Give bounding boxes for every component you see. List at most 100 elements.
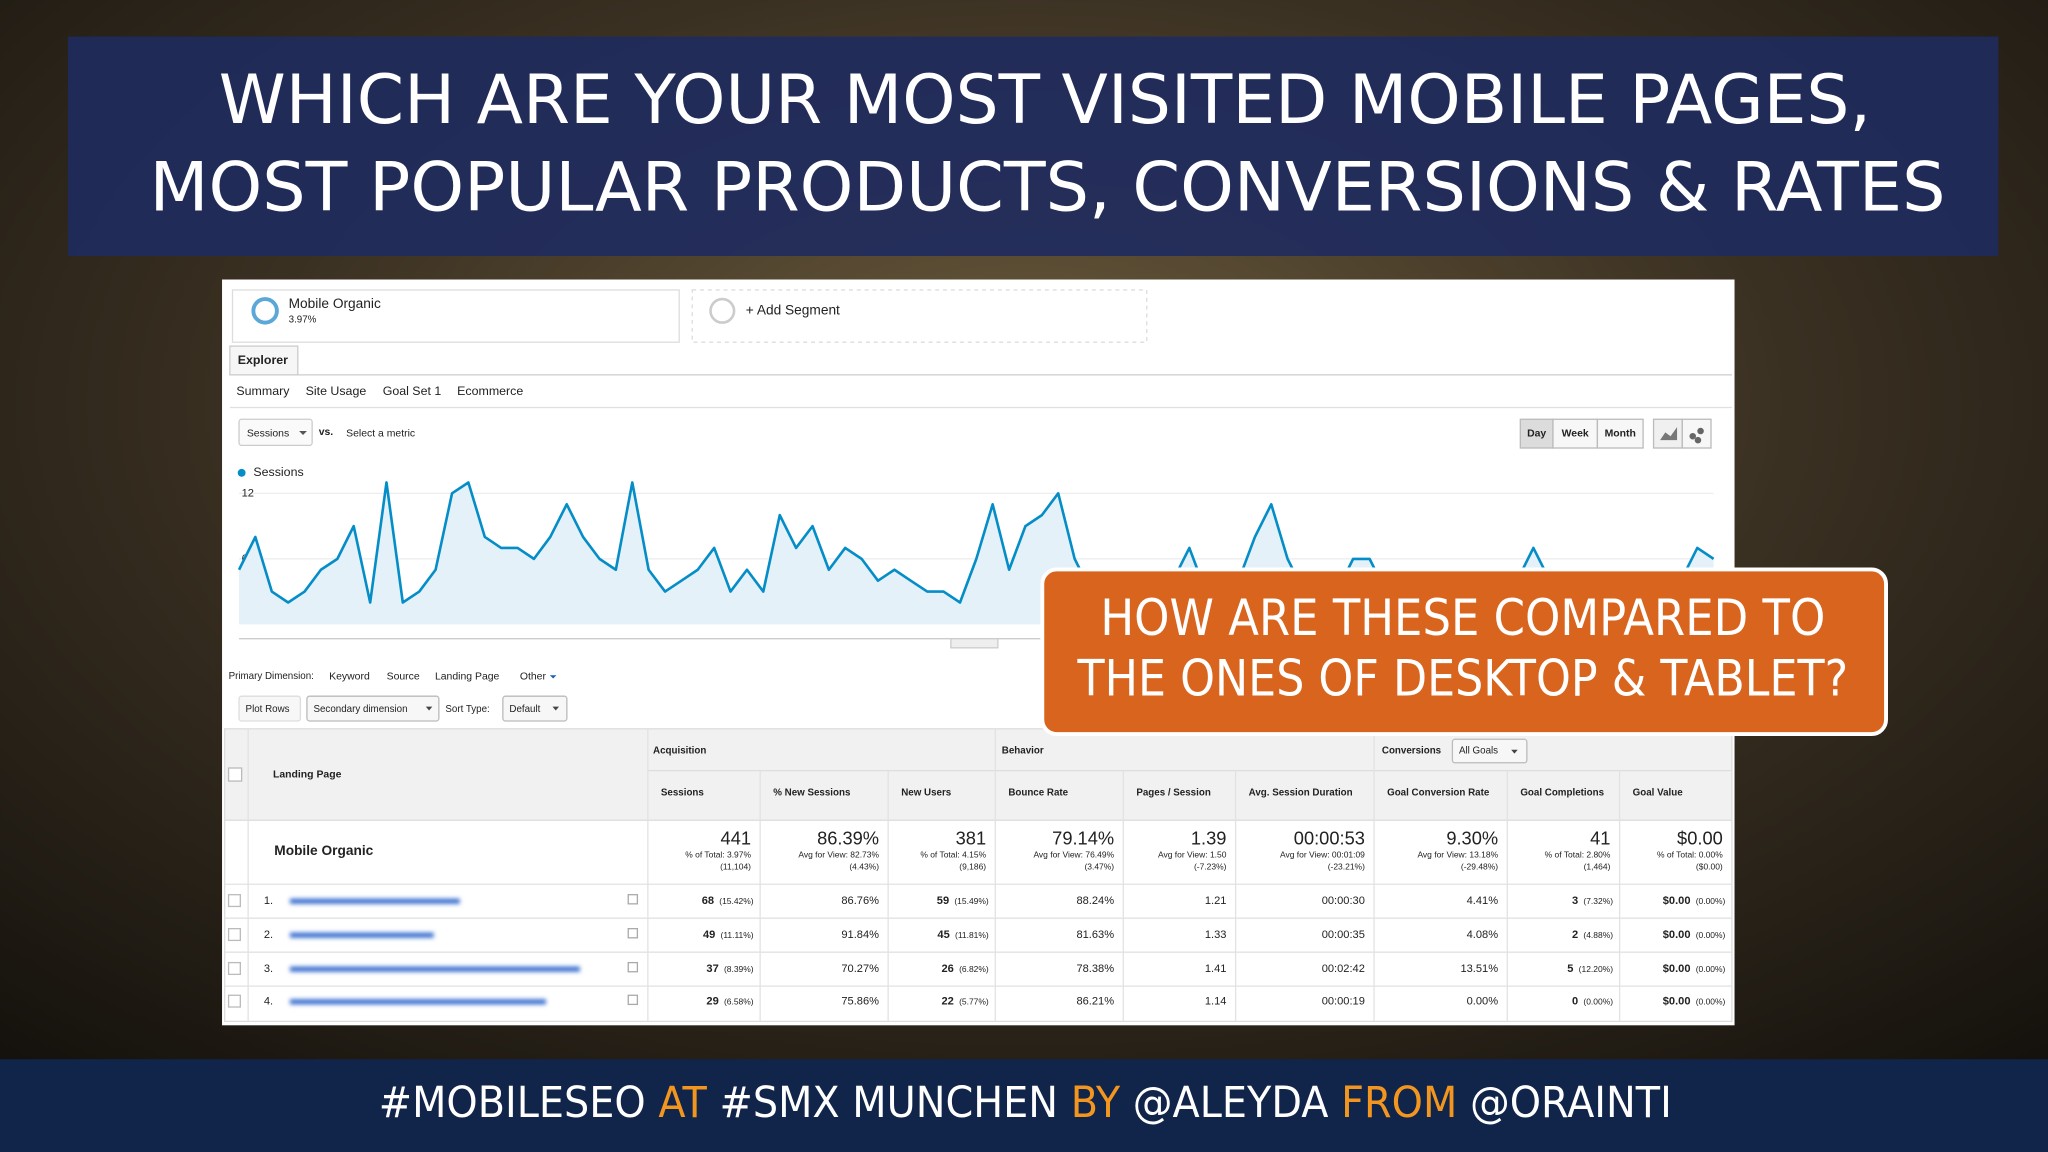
total-note: (9,186) <box>959 861 986 871</box>
add-segment[interactable]: + Add Segment <box>746 302 840 317</box>
total-label: Mobile Organic <box>274 843 373 858</box>
segment-name: Mobile Organic <box>289 296 381 311</box>
row-index: 3. <box>264 963 273 975</box>
cell-value: 0 <box>1572 996 1578 1008</box>
blurred-link[interactable] <box>289 932 434 938</box>
period-button-box <box>1519 418 1554 449</box>
add-segment-icon <box>709 297 736 324</box>
link-icon <box>627 961 639 973</box>
period-button[interactable]: Day <box>1527 428 1546 439</box>
checkbox <box>227 961 241 976</box>
y-tick-label: 12 <box>242 487 254 499</box>
cell-value: 78.38% <box>1076 963 1114 975</box>
subtab[interactable]: Summary <box>236 384 290 398</box>
total-value: 1.39 <box>1191 828 1227 849</box>
row-index: 1. <box>264 895 273 907</box>
cell-value: 70.27% <box>841 963 879 975</box>
link-icon <box>627 928 639 939</box>
cell-value: 29 <box>706 996 718 1008</box>
column-header[interactable]: Pages / Session <box>1136 787 1211 798</box>
column-header[interactable]: Goal Value <box>1633 787 1684 798</box>
period-button-box <box>1596 418 1644 449</box>
footer-part: AT <box>658 1077 707 1127</box>
cell-value: 86.76% <box>841 895 879 907</box>
blurred-link[interactable] <box>289 966 580 972</box>
total-value: 41 <box>1590 828 1610 849</box>
cell-value: 4.08% <box>1467 929 1499 941</box>
cell-share: (0.00%) <box>1696 997 1726 1007</box>
footer-part: BY <box>1071 1077 1121 1127</box>
column-header[interactable]: New Users <box>901 787 952 798</box>
title-line: MOST POPULAR PRODUCTS, CONVERSIONS & RAT… <box>150 149 1946 228</box>
footer-part: #MOBILESEO <box>379 1077 646 1127</box>
total-note: (11,104) <box>720 861 751 871</box>
cell-value: 2 <box>1572 929 1578 941</box>
dropdown-arrow <box>1511 749 1518 754</box>
column-header[interactable]: Avg. Session Duration <box>1249 787 1353 798</box>
footer-part: FROM <box>1341 1077 1457 1127</box>
column-header[interactable]: Goal Completions <box>1520 787 1604 798</box>
cell-share: (11.81%) <box>955 930 989 940</box>
checkbox <box>227 994 241 1008</box>
chart-type-button <box>1652 418 1683 449</box>
cell-value: 37 <box>706 963 718 975</box>
subtab[interactable]: Site Usage <box>306 384 367 398</box>
cell-value: 1.21 <box>1205 895 1227 907</box>
metric-select[interactable]: Sessions <box>247 428 289 439</box>
cell-share: (0.00%) <box>1696 930 1726 940</box>
cell-value: 1.41 <box>1205 963 1227 975</box>
cell-share: (15.49%) <box>954 896 989 906</box>
group-label: Conversions <box>1382 746 1442 757</box>
cell-value: 45 <box>937 929 949 941</box>
cell-value: 91.84% <box>841 929 879 941</box>
column-header[interactable]: % New Sessions <box>773 787 851 798</box>
total-note: % of Total: 0.00% <box>1657 850 1723 860</box>
goals-select[interactable]: All Goals <box>1459 746 1498 757</box>
footer-part: #SMX MUNCHEN <box>719 1077 1058 1127</box>
cell-value: $0.00 <box>1663 929 1691 941</box>
cell-value: $0.00 <box>1663 895 1691 907</box>
period-button[interactable]: Month <box>1605 428 1636 439</box>
legend-label: Sessions <box>253 465 303 479</box>
dimension-option[interactable]: Keyword <box>329 671 370 682</box>
group-label: Acquisition <box>653 746 706 757</box>
cell-value: 00:00:19 <box>1322 996 1365 1008</box>
cell-value: 13.51% <box>1460 963 1498 975</box>
cell-share: (15.42%) <box>719 896 754 906</box>
row-index: 2. <box>264 929 273 941</box>
column-header[interactable]: Goal Conversion Rate <box>1387 787 1490 798</box>
cell-share: (12.20%) <box>1579 964 1614 974</box>
callout-line: HOW ARE THESE COMPARED TO <box>1100 589 1825 647</box>
blurred-link[interactable] <box>289 898 460 904</box>
total-note: Avg for View: 00:01:09 <box>1280 850 1365 860</box>
secondary-dimension[interactable]: Secondary dimension <box>313 704 407 715</box>
chart-type-icon <box>1660 427 1678 441</box>
dimension-option[interactable]: Landing Page <box>435 671 500 682</box>
title-band <box>67 36 1999 257</box>
column-header[interactable]: Bounce Rate <box>1008 787 1068 798</box>
sort-label: Sort Type: <box>445 704 489 715</box>
chart-type-icon <box>1689 432 1696 440</box>
cell-value: 1.33 <box>1205 929 1227 941</box>
total-value: 441 <box>721 828 751 849</box>
column-header[interactable]: Sessions <box>661 787 705 798</box>
blurred-link[interactable] <box>289 999 546 1005</box>
dimension-option[interactable]: Source <box>387 671 420 682</box>
total-note: ($0.00) <box>1696 861 1723 871</box>
total-note: % of Total: 4.15% <box>920 850 986 860</box>
cell-value: 75.86% <box>841 996 879 1008</box>
sort-value[interactable]: Default <box>509 704 540 715</box>
cell-share: (0.00%) <box>1583 997 1613 1007</box>
period-button[interactable]: Week <box>1562 428 1589 439</box>
button-box <box>306 695 440 722</box>
dimension-option[interactable]: Other <box>520 671 547 682</box>
total-note: % of Total: 2.80% <box>1545 850 1611 860</box>
select-metric[interactable]: Select a metric <box>346 428 415 439</box>
button-box <box>238 695 302 722</box>
subtab[interactable]: Goal Set 1 <box>383 384 442 398</box>
cell-value: $0.00 <box>1663 963 1691 975</box>
cell-value: 88.24% <box>1076 895 1114 907</box>
footer-part: @ORAINTI <box>1470 1077 1672 1127</box>
subtab[interactable]: Ecommerce <box>457 384 523 398</box>
